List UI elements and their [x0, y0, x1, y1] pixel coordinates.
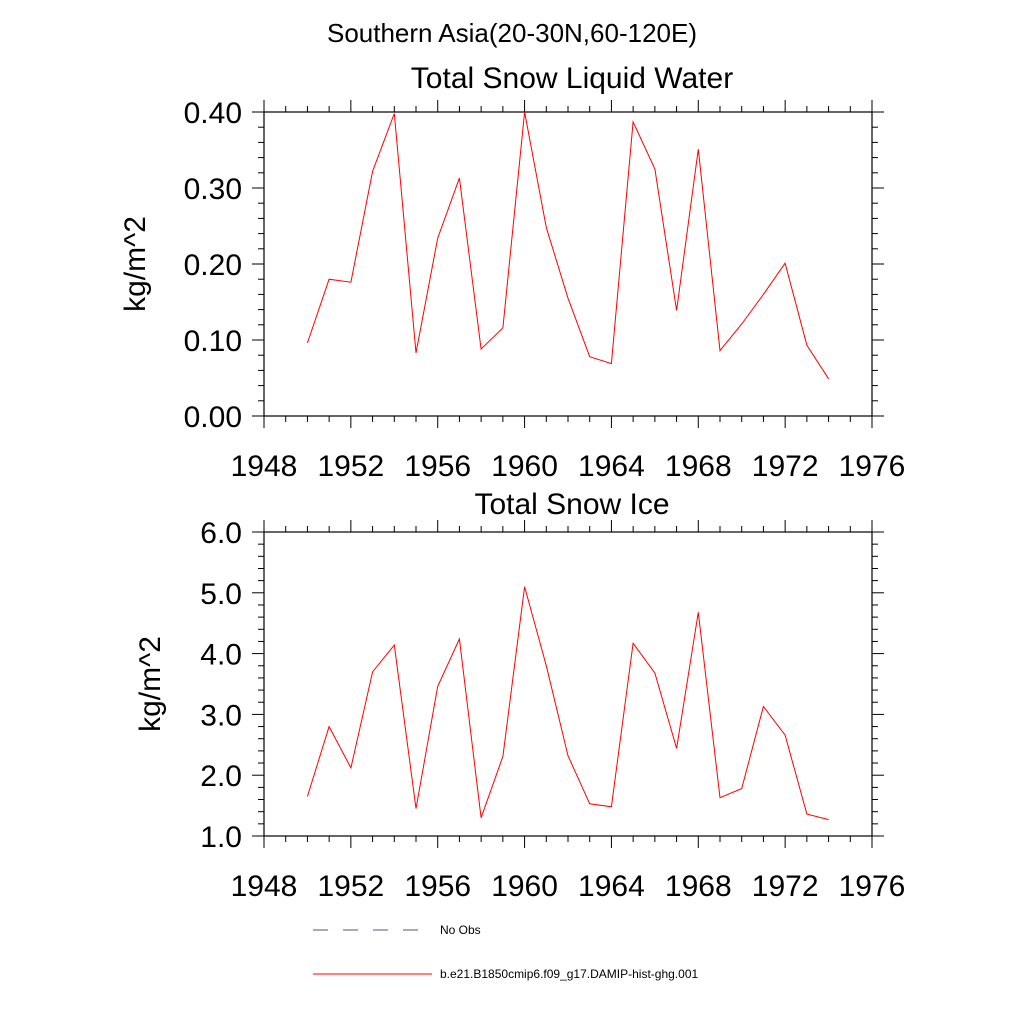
y-tick-label: 0.20: [184, 249, 242, 282]
x-tick-label: 1976: [839, 450, 906, 483]
x-tick-label: 1952: [317, 870, 384, 903]
super-title: Southern Asia(20-30N,60-120E): [327, 18, 697, 48]
y-tick-label: 6.0: [200, 517, 242, 550]
y-tick-label: 0.10: [184, 325, 242, 358]
y-axis-label: kg/m^2: [134, 636, 167, 732]
plot-frame: [263, 531, 873, 837]
y-tick-label: 1.0: [200, 821, 242, 854]
x-tick-label: 1956: [404, 870, 471, 903]
legend-model-label: b.e21.B1850cmip6.f09_g17.DAMIP-hist-ghg.…: [440, 967, 698, 981]
series-line: [306, 586, 829, 821]
plot-frame: [263, 111, 873, 417]
x-tick-label: 1956: [404, 450, 471, 483]
y-tick-label: 5.0: [200, 578, 242, 611]
x-tick-label: 1968: [665, 450, 732, 483]
y-tick-label: 4.0: [200, 639, 242, 672]
x-tick-label: 1948: [231, 870, 298, 903]
x-tick-label: 1948: [231, 450, 298, 483]
y-tick-label: 0.40: [184, 97, 242, 130]
y-tick-label: 0.30: [184, 173, 242, 206]
y-axis-label: kg/m^2: [119, 216, 152, 312]
y-tick-label: 3.0: [200, 699, 242, 732]
chart-snow-liquid-water: Total Snow Liquid Water kg/m^2 1948 1952 195…: [119, 62, 905, 483]
x-tick-label: 1964: [578, 870, 645, 903]
legend: No Obs b.e21.B1850cmip6.f09_g17.DAMIP-hi…: [313, 923, 698, 981]
x-tick-label: 1968: [665, 870, 732, 903]
series-line: [306, 111, 830, 380]
y-tick-label: 2.0: [200, 760, 242, 793]
legend-obs-label: No Obs: [440, 923, 481, 937]
x-tick-label: 1960: [491, 870, 558, 903]
x-tick-label: 1972: [752, 450, 819, 483]
chart-snow-ice: Total Snow Ice kg/m^2 1948 1952 1956 1960 1964…: [134, 488, 905, 903]
y-tick-label: 0.00: [184, 401, 242, 434]
x-tick-label: 1976: [839, 870, 906, 903]
x-tick-label: 1964: [578, 450, 645, 483]
x-tick-label: 1972: [752, 870, 819, 903]
chart-title: Total Snow Ice: [474, 488, 669, 521]
x-tick-label: 1952: [317, 450, 384, 483]
x-tick-label: 1960: [491, 450, 558, 483]
chart-title: Total Snow Liquid Water: [411, 62, 733, 95]
